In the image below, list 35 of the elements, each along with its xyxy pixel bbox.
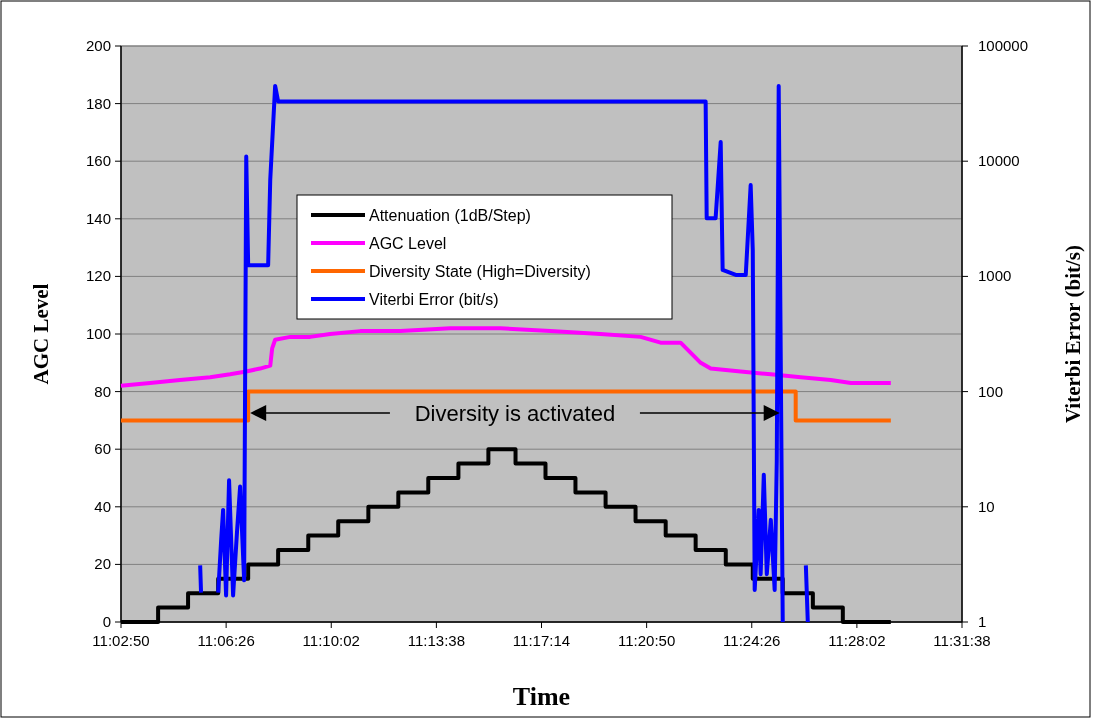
legend-label: Viterbi Error (bit/s) (369, 291, 499, 308)
x-tick-label: 11:10:02 (302, 632, 360, 649)
legend-label: AGC Level (369, 235, 447, 252)
legend-label: Attenuation (1dB/Step) (369, 207, 531, 224)
x-tick-label: 11:17:14 (512, 632, 571, 649)
y2-tick-label: 100000 (978, 37, 1029, 54)
x-tick-label: 11:24:26 (723, 632, 781, 649)
y-tick-label: 100 (85, 325, 111, 342)
x-tick-label: 11:20:50 (617, 632, 676, 649)
y-tick-label: 140 (85, 209, 111, 227)
y-tick-label: 20 (94, 555, 111, 573)
x-axis-title: Time (512, 682, 571, 711)
annotation: Diversity is activated (414, 401, 616, 426)
y-tick-label: 40 (94, 497, 111, 515)
line-series (119, 326, 893, 388)
y-tick-label: 60 (94, 440, 111, 458)
y2-axis-title: Viterbi Error (bit/s) (1061, 244, 1085, 424)
x-tick-label: 11:28:02 (828, 632, 886, 649)
y-tick-label: 200 (85, 37, 111, 54)
y-tick-label: 80 (94, 382, 111, 400)
x-tick-label: 11:31:38 (933, 632, 991, 649)
y-tick-label: 160 (85, 152, 111, 170)
x-tick-label: 11:02:50 (92, 632, 150, 649)
x-tick-label: 11:06:26 (197, 632, 255, 649)
y-axis-title: AGC Level (29, 283, 53, 385)
x-tick-label: 11:13:38 (407, 632, 466, 649)
y2-tick-label: 1000 (978, 267, 1012, 285)
y2-tick-label: 10 (978, 497, 995, 515)
legend-label: Diversity State (High=Diversity) (369, 263, 591, 280)
y2-tick-label: 100 (978, 382, 1004, 400)
y-tick-label: 120 (85, 267, 111, 285)
y-tick-label: 0 (102, 613, 111, 630)
y2-tick-label: 10000 (978, 152, 1020, 170)
y2-tick-label: 1 (978, 613, 987, 630)
y-tick-label: 180 (85, 94, 111, 112)
